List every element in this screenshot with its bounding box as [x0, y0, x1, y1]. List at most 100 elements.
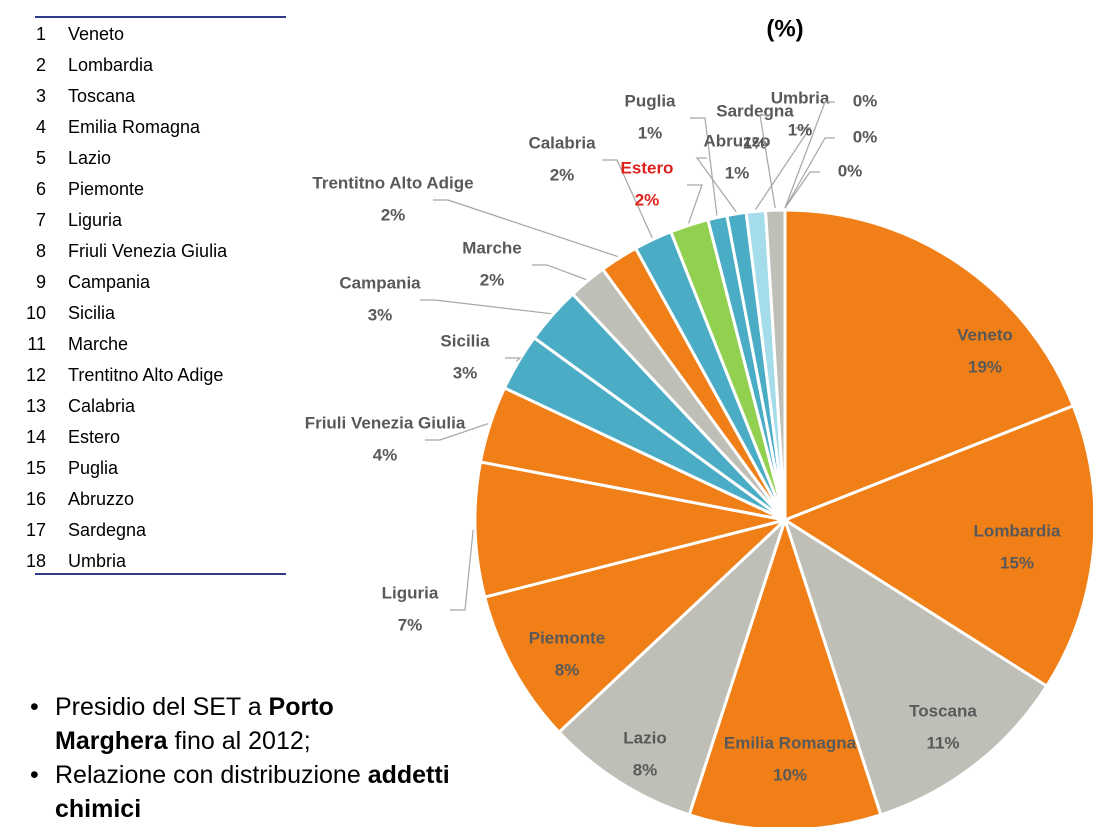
- slice-label-name: Estero: [621, 158, 674, 177]
- slice-label-value: 2%: [635, 190, 660, 209]
- list-rank: 5: [36, 148, 46, 168]
- leader-line: [425, 423, 489, 441]
- list-name: Trentitno Alto Adige: [68, 365, 223, 385]
- list-rank: 16: [26, 489, 46, 509]
- slice-label-name: Sardegna: [716, 101, 794, 120]
- list-rank: 13: [26, 396, 46, 416]
- list-name: Sicilia: [68, 303, 116, 323]
- list-name: Umbria: [68, 551, 127, 571]
- slice-label-value: 3%: [453, 363, 478, 382]
- bullet-text: Relazione con distribuzione: [55, 761, 368, 789]
- slice-label-name: Calabria: [528, 133, 596, 152]
- leader-line: [420, 299, 552, 315]
- slice-label-name: Campania: [339, 273, 421, 292]
- leader-line: [602, 159, 653, 238]
- bullet: Relazione con distribuzione addetti chim…: [30, 758, 450, 826]
- list-name: Marche: [68, 334, 128, 354]
- slice-label-value: 7%: [398, 615, 423, 634]
- list-name: Emilia Romagna: [68, 117, 201, 137]
- list-name: Veneto: [68, 24, 124, 44]
- list-name: Campania: [68, 272, 151, 292]
- slice-label-name: Emilia Romagna: [724, 733, 857, 752]
- slice-label-value: 1%: [638, 123, 663, 142]
- leader-line: [532, 264, 587, 281]
- pie-slice: [556, 518, 787, 817]
- slice-label-name: Toscana: [909, 701, 977, 720]
- slice-label-value: 1%: [788, 120, 813, 139]
- slice-label-value: 19%: [968, 357, 1002, 376]
- slice-label-value: 3%: [368, 305, 393, 324]
- bullet-text: Porto Marghera: [55, 693, 334, 755]
- leader-line: [755, 127, 812, 210]
- slice-label-value: 8%: [633, 760, 658, 779]
- leader-line: [433, 199, 619, 258]
- bullet-list: Presidio del SET a Porto Marghera fino a…: [30, 690, 450, 826]
- list-name: Puglia: [68, 458, 119, 478]
- list-rank: 10: [26, 303, 46, 323]
- list-rank: 11: [27, 334, 46, 354]
- slice-label-value: 2%: [550, 165, 575, 184]
- list-rank: 9: [36, 272, 46, 292]
- slice-label-name: Marche: [462, 238, 522, 257]
- chart-title: (%): [766, 15, 803, 42]
- bullet-text: addetti chimici: [55, 761, 450, 823]
- list-name: Sardegna: [68, 520, 147, 540]
- slice-label-name: Abruzzo: [703, 131, 770, 150]
- list-name: Abruzzo: [68, 489, 134, 509]
- list-name: Lazio: [68, 148, 111, 168]
- leader-line: [505, 357, 522, 362]
- list-rank: 4: [36, 117, 46, 137]
- list-rank: 7: [36, 210, 46, 230]
- bullet: Presidio del SET a Porto Marghera fino a…: [30, 690, 450, 758]
- list-name: Lombardia: [68, 55, 154, 75]
- list-name: Piemonte: [68, 179, 144, 199]
- slice-label-value: 0%: [853, 91, 878, 110]
- slice-label-name: Trentitno Alto Adige: [312, 173, 473, 192]
- list-rank: 1: [36, 24, 46, 44]
- slice-label-name: Veneto: [957, 325, 1013, 344]
- slice-label-name: Lombardia: [974, 521, 1061, 540]
- slice-label-value: 1%: [725, 163, 750, 182]
- leader-line: [695, 157, 737, 213]
- slice-label-name: Friuli Venezia Giulia: [305, 413, 466, 432]
- slice-label-value: 11%: [926, 733, 959, 752]
- list-rank: 2: [36, 55, 46, 75]
- slice-label-name: Umbria: [771, 88, 830, 107]
- leader-line: [784, 137, 835, 209]
- leader-line: [784, 171, 820, 209]
- leader-line: [759, 114, 776, 209]
- list-rank: 3: [36, 86, 46, 106]
- slice-label-name: Lazio: [623, 728, 666, 747]
- list-name: Toscana: [68, 86, 136, 106]
- list-name: Estero: [68, 427, 120, 447]
- pie-slice: [781, 403, 1093, 689]
- slice-label-value: 10%: [773, 765, 807, 784]
- list-rank: 17: [26, 520, 46, 540]
- list-name: Liguria: [68, 210, 123, 230]
- slice-label-name: Puglia: [624, 91, 676, 110]
- slice-label-value: 2%: [381, 205, 406, 224]
- slice-label-value: 1%: [743, 133, 768, 152]
- pie-slice: [782, 516, 1049, 817]
- slice-label-value: 0%: [853, 127, 878, 146]
- bullet-text: Presidio del SET a: [55, 693, 269, 721]
- slice-label-value: 15%: [1000, 553, 1034, 572]
- list-rank: 18: [26, 551, 46, 571]
- pie-slice: [687, 515, 883, 827]
- list-name: Friuli Venezia Giulia: [68, 241, 228, 261]
- leader-line: [784, 101, 835, 209]
- slice-label-value: 4%: [373, 445, 398, 464]
- pie-slice: [482, 518, 787, 735]
- slice-label-name: Liguria: [382, 583, 439, 602]
- leader-line: [687, 184, 703, 224]
- leader-line: [690, 117, 718, 216]
- slice-label-name: Sicilia: [440, 331, 490, 350]
- slice-label-name: Piemonte: [529, 628, 606, 647]
- list-name: Calabria: [68, 396, 136, 416]
- slice-label-value: 0%: [838, 161, 863, 180]
- slice-label-value: 2%: [480, 270, 505, 289]
- list-rank: 6: [36, 179, 46, 199]
- list-rank: 15: [26, 458, 46, 478]
